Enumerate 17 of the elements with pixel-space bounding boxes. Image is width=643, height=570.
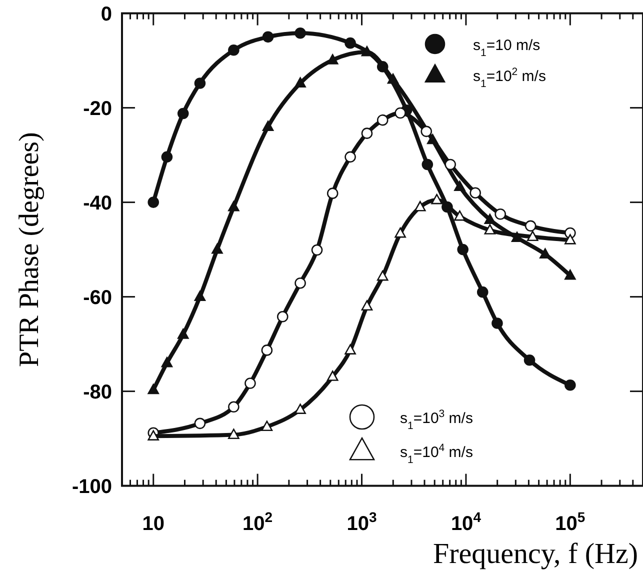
y-tick-label: -80 — [83, 381, 112, 404]
x-axis-title: Frequency, f (Hz) — [432, 538, 638, 570]
x-tick-label: 10 — [142, 513, 164, 535]
y-tick-label: -60 — [83, 286, 112, 309]
legend-label: s$_{1}$=10$^{3}$ m/s — [400, 408, 473, 432]
x-tick-label: 10$^{4}$ — [450, 509, 482, 535]
y-tick-label: -40 — [83, 192, 112, 214]
legend-label: s$_{1}$=10$^{4}$ m/s — [400, 442, 473, 466]
legend-label: s$_{1}$=10 m/s — [473, 37, 540, 59]
x-tick-label: 10$^{5}$ — [555, 509, 586, 535]
legend-label: s$_{1}$=10$^{2}$ m/s — [473, 66, 546, 90]
x-tick-label: 10$^{2}$ — [242, 509, 273, 535]
y-tick-label: -100 — [72, 476, 112, 498]
y-axis-title: PTR Phase (degrees) — [14, 132, 45, 367]
x-tick-label: 10$^{3}$ — [346, 509, 377, 535]
y-tick-label: -20 — [83, 98, 112, 120]
y-tick-label: 0 — [100, 3, 112, 26]
